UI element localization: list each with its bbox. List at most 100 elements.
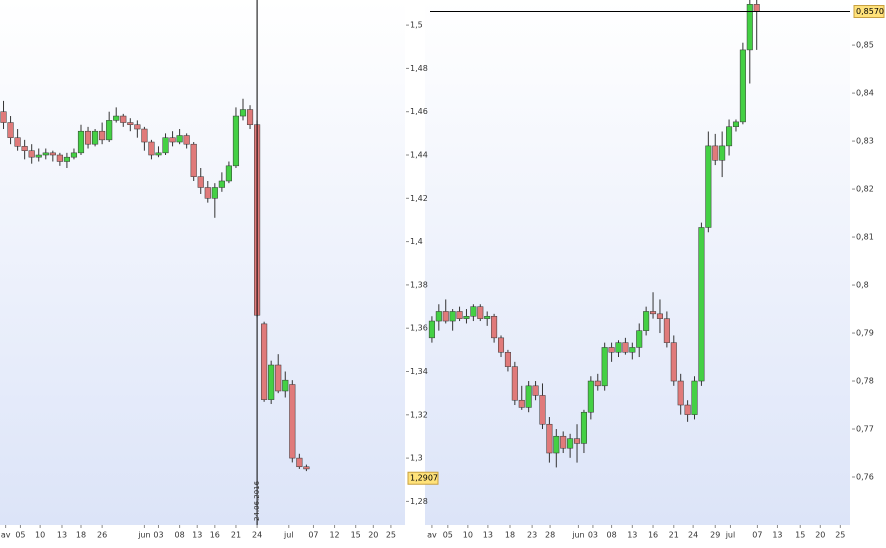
candle-body — [28, 150, 35, 158]
candle-body — [7, 122, 14, 138]
candle-body — [484, 315, 491, 319]
candle-body — [225, 165, 232, 182]
candle-body — [498, 337, 505, 353]
x-tick-label: 13 — [772, 531, 782, 540]
candle-body — [746, 4, 753, 51]
x-tick-label: 23 — [527, 531, 537, 540]
x-tick-label: 26 — [97, 531, 107, 540]
candle-body — [204, 187, 211, 199]
candle-body — [42, 152, 49, 156]
candle-body — [698, 227, 705, 382]
candle-body — [491, 315, 498, 339]
candle-body — [636, 330, 643, 348]
candle-body — [477, 306, 484, 319]
x-tick-label: jun — [571, 531, 584, 540]
candle-body — [261, 323, 268, 400]
x-tick-label: 24 — [688, 531, 698, 540]
y-tick-label: 1,28 — [410, 497, 428, 506]
x-tick-label: 25 — [835, 531, 845, 540]
x-tick-label: 21 — [669, 531, 679, 540]
y-tick-label: 1,46 — [410, 107, 428, 116]
candle-body — [0, 111, 7, 123]
candle-body — [629, 347, 636, 353]
candle-body — [303, 466, 310, 470]
x-tick-label: 29 — [710, 531, 720, 540]
y-tick-label: 1,4 — [410, 237, 423, 246]
candle-body — [705, 145, 712, 228]
crosshair-label: 24.06.2016 — [253, 480, 261, 521]
y-tick-label: 0,79 — [856, 329, 874, 338]
x-tick-label: jun — [137, 531, 150, 540]
x-tick-label: 10 — [463, 531, 473, 540]
candle-body — [296, 457, 303, 468]
candle-body — [677, 380, 684, 406]
x-tick-label: 05 — [443, 531, 453, 540]
candle-body — [580, 411, 587, 444]
candle-body — [511, 366, 518, 401]
candle-body — [190, 143, 197, 177]
price-tag-label: 1,2907 — [410, 474, 438, 483]
candle-body — [141, 128, 148, 143]
candle-body — [670, 342, 677, 382]
x-tick-label: 16 — [648, 531, 658, 540]
x-tick-label: 13 — [483, 531, 493, 540]
y-tick-label: 0,83 — [856, 137, 874, 146]
candle-body — [539, 395, 546, 425]
x-tick-label: 28 — [545, 531, 555, 540]
y-tick-label: 0,76 — [856, 473, 874, 482]
y-tick-label: 1,3 — [410, 454, 423, 463]
candle-body — [587, 380, 594, 413]
candle-body — [246, 109, 254, 125]
y-tick-label: 1,5 — [410, 21, 423, 30]
candle-body — [106, 120, 113, 141]
candle-body — [594, 380, 601, 387]
x-tick-label: 08 — [606, 531, 616, 540]
y-tick-label: 0,85 — [856, 41, 874, 50]
price-tag-label: 0,8570 — [856, 7, 884, 16]
x-tick-label: 20 — [815, 531, 825, 540]
x-tick-label: 07 — [752, 531, 762, 540]
candle-body — [601, 347, 608, 387]
candle-body — [574, 438, 581, 444]
x-tick-label: 25 — [386, 531, 396, 540]
candle-body — [532, 385, 539, 396]
candle-body — [567, 438, 574, 449]
y-tick-label: 1,32 — [410, 410, 428, 419]
x-tick-label: av — [427, 531, 437, 540]
x-tick-label: 05 — [15, 531, 25, 540]
y-tick-label: 0,84 — [856, 89, 874, 98]
x-tick-label: jul — [283, 531, 294, 540]
candle-body — [643, 311, 650, 331]
candle-body — [615, 342, 622, 353]
y-tick-label: 0,78 — [856, 377, 874, 386]
x-tick-label: 12 — [329, 531, 339, 540]
x-tick-label: 03 — [153, 531, 163, 540]
candle-body — [92, 130, 99, 145]
candle-body — [113, 115, 120, 121]
x-tick-label: 08 — [175, 531, 185, 540]
x-tick-label: 03 — [588, 531, 598, 540]
candle-body — [56, 154, 63, 162]
candle-body — [169, 137, 176, 143]
y-tick-label: 1,36 — [410, 324, 428, 333]
candle-body — [622, 342, 629, 353]
candle-body — [726, 126, 733, 147]
candle-body — [14, 137, 21, 147]
candle-body — [35, 154, 42, 158]
candle-body — [70, 152, 78, 158]
y-tick-label: 0,81 — [856, 233, 874, 242]
x-tick-label: 15 — [795, 531, 805, 540]
x-tick-label: 13 — [192, 531, 202, 540]
plot-background — [0, 0, 405, 525]
candle-body — [282, 379, 289, 392]
candle-body — [560, 435, 567, 449]
x-tick-label: 20 — [368, 531, 378, 540]
y-tick-label: 1,34 — [410, 367, 428, 376]
candle-body — [663, 318, 670, 343]
candle-body — [463, 315, 470, 319]
x-tick-label: 24 — [252, 531, 262, 540]
candle-body — [608, 347, 615, 353]
x-tick-label: 21 — [231, 531, 241, 540]
